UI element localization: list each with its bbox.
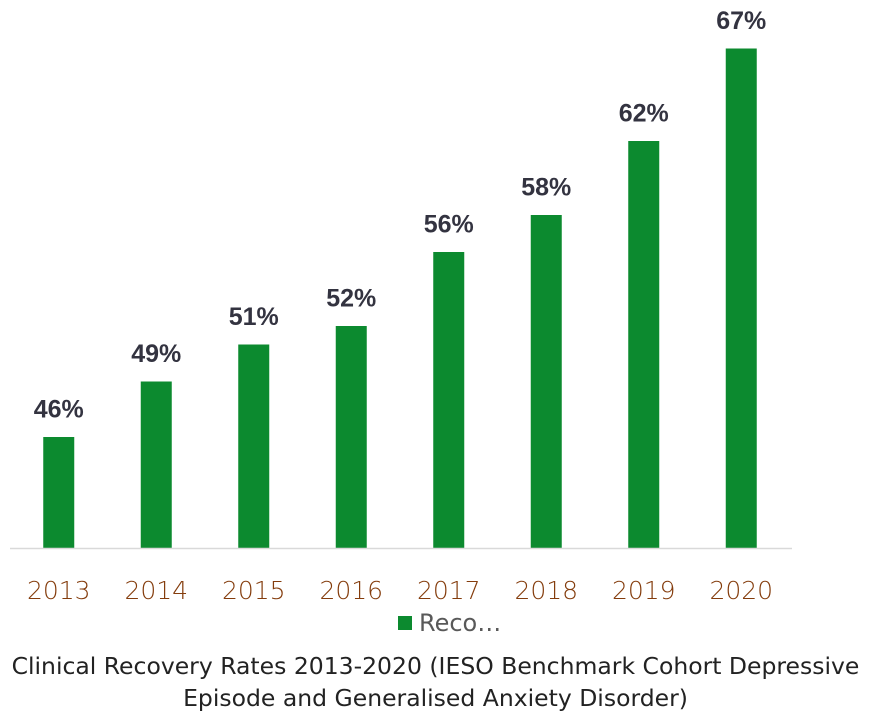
data-label: 67% [716,7,766,35]
data-label: 56% [424,211,474,239]
legend-label: Reco… [419,609,501,637]
data-label: 58% [521,174,571,202]
bar [238,344,270,548]
data-label: 52% [326,285,376,313]
bar [725,48,757,548]
x-tick-label: 2015 [222,576,286,605]
data-label: 49% [131,340,181,368]
bar [140,381,172,548]
legend-swatch [398,616,412,630]
x-tick-label: 2014 [124,576,188,605]
data-label: 62% [619,100,669,128]
bar [433,252,465,548]
x-tick-label: 2017 [417,576,481,605]
data-label: 51% [229,303,279,331]
x-tick-label: 2013 [27,576,91,605]
chart-title: Clinical Recovery Rates 2013-2020 (IESO … [11,652,860,712]
bar [43,437,75,548]
bar [530,215,562,548]
data-label: 46% [34,396,84,424]
x-tick-label: 2016 [319,576,383,605]
x-tick-label: 2018 [514,576,578,605]
chart: 46% 49% 51% 52% 56% 58% 62% 67% 2013 2014 2015 2016… [10,7,792,637]
x-tick-label: 2020 [709,576,773,605]
bar [628,141,660,548]
bar [335,326,367,548]
x-tick-label: 2019 [612,576,676,605]
